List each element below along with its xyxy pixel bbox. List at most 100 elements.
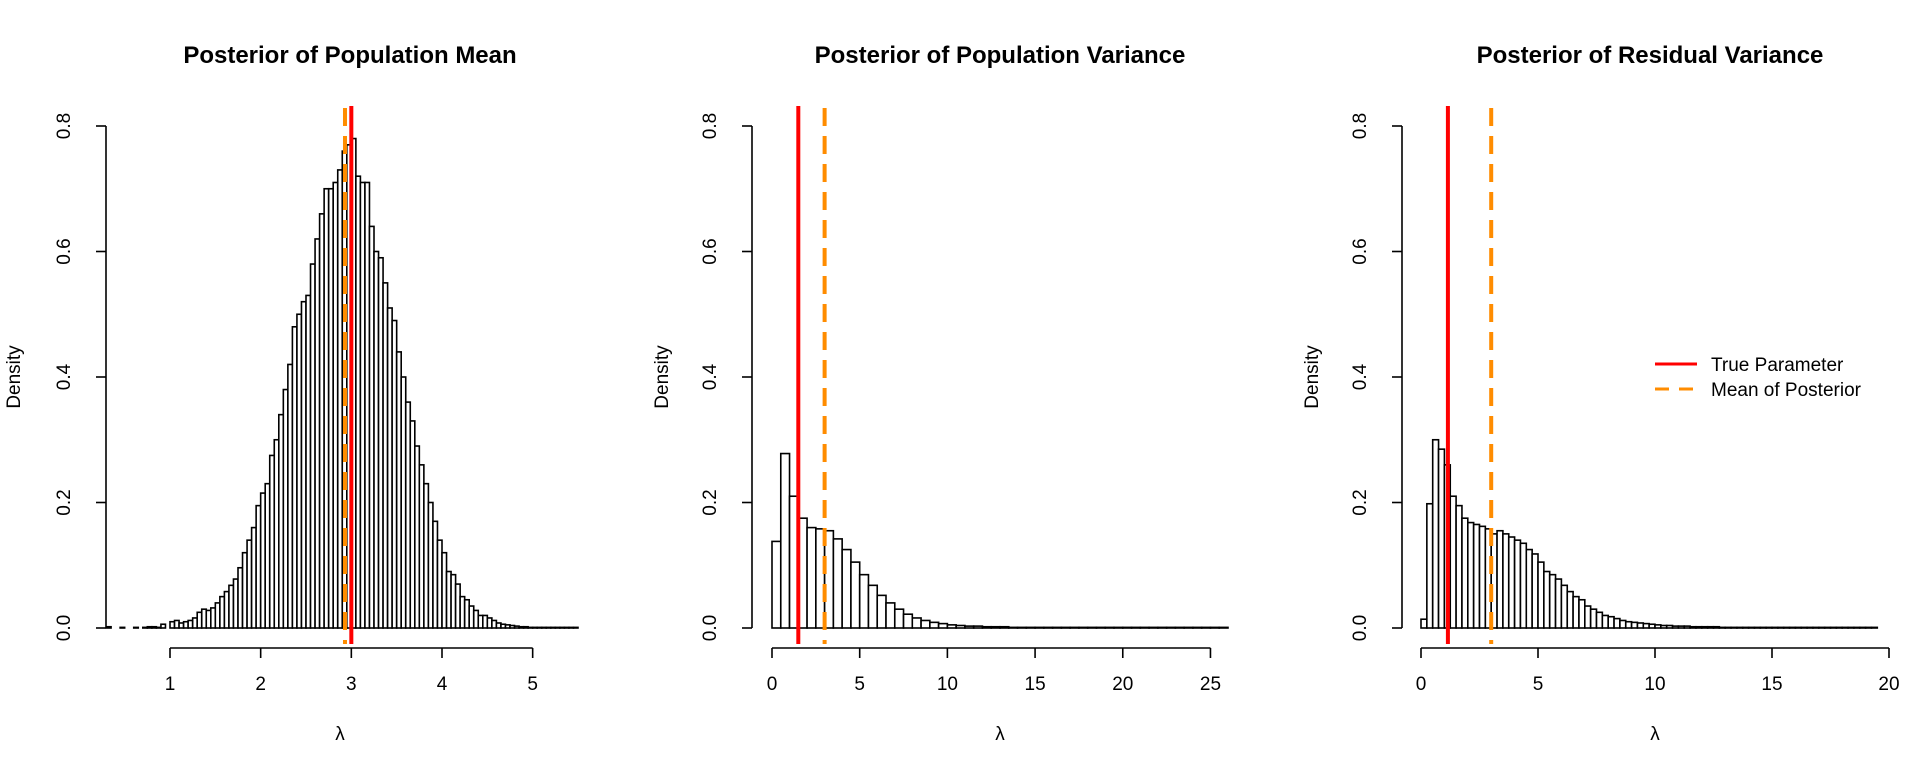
histogram-bar — [1648, 623, 1656, 629]
histogram-bar — [893, 608, 905, 629]
histogram-bar — [999, 625, 1010, 629]
histogram-bar — [1788, 626, 1797, 629]
histogram-bar — [1572, 595, 1580, 629]
y-tick-label: 0.0 — [1350, 615, 1371, 641]
histogram-bar — [964, 625, 975, 629]
x-axis-label: λ — [335, 724, 345, 745]
histogram-bar — [1864, 626, 1873, 629]
histogram-bar — [902, 613, 914, 629]
histogram-bar — [1812, 626, 1820, 629]
histogram-bar — [1642, 622, 1650, 629]
histogram-bar — [1806, 626, 1814, 629]
histogram-bar — [1502, 533, 1510, 629]
histogram-bar — [1847, 626, 1855, 629]
histogram-bar — [1043, 626, 1054, 629]
y-tick-label: 0.6 — [1350, 238, 1371, 264]
legend-label-true: True Parameter — [1711, 355, 1844, 376]
histogram-bar — [1584, 605, 1592, 629]
histogram-bar — [1619, 619, 1627, 629]
histogram-bar — [1034, 626, 1045, 629]
chart-title: Posterior of Residual Variance — [1477, 42, 1824, 69]
x-tick-label: 0 — [1416, 674, 1427, 695]
histogram-bar — [1507, 536, 1516, 629]
x-tick-label: 25 — [1200, 674, 1221, 695]
x-tick-label: 10 — [1644, 674, 1665, 695]
histogram-bar — [1712, 625, 1721, 629]
histogram-bar — [1016, 626, 1028, 629]
histogram-bar — [1437, 448, 1446, 629]
y-tick-label: 0.2 — [700, 489, 721, 515]
chart-panel-3: Posterior of Residual Variance 0 5 10 15 20 0.… — [1302, 42, 1900, 745]
y-axis-label: Density — [652, 345, 673, 409]
chart-panel-1: Posterior of Population Mean 1 2 3 4 5 0.0 0.2 0… — [4, 42, 579, 745]
histogram-bar — [1095, 626, 1107, 629]
histogram-bar — [1613, 617, 1621, 629]
histogram-bar — [1654, 624, 1662, 629]
histogram-bar — [1069, 626, 1080, 629]
histogram-bar — [1472, 523, 1481, 629]
histogram-bar — [1683, 625, 1691, 629]
histogram-bar — [771, 540, 782, 629]
histogram-bar — [1496, 529, 1504, 629]
y-axis-label: Density — [1302, 345, 1323, 409]
y-tick-label: 0.8 — [54, 113, 75, 139]
histogram-bar — [929, 621, 940, 629]
histogram-bar — [1554, 578, 1563, 629]
histogram-bar — [1636, 622, 1645, 629]
histogram-bar — [1139, 626, 1150, 629]
x-tick-label: 0 — [767, 674, 778, 695]
histogram-bar — [1165, 626, 1177, 629]
histogram-bar — [1701, 625, 1709, 629]
x-tick-label: 2 — [255, 674, 266, 695]
chart-title: Posterior of Population Mean — [183, 42, 516, 69]
histogram-bar — [1747, 626, 1756, 629]
histogram-bar — [1157, 626, 1168, 629]
histogram-bar — [1431, 438, 1440, 629]
x-tick-label: 4 — [437, 674, 448, 695]
histogram-bar — [160, 623, 167, 629]
histogram-bar — [1782, 626, 1791, 629]
histogram-bar — [779, 452, 791, 629]
histogram-bar — [132, 626, 140, 629]
histogram-bar — [1455, 504, 1463, 629]
histogram-bar — [1607, 615, 1615, 629]
x-tick-label: 15 — [1761, 674, 1782, 695]
histogram-bar — [955, 624, 966, 629]
histogram-bar — [1765, 626, 1773, 629]
x-tick-label: 5 — [527, 674, 538, 695]
histogram-bar — [572, 626, 579, 629]
x-tick-label: 10 — [937, 674, 958, 695]
histogram-bar — [1601, 614, 1609, 629]
y-tick-label: 0.2 — [54, 489, 75, 515]
histogram-bar — [1543, 570, 1551, 629]
histogram-bar — [1730, 626, 1738, 629]
histogram-bar — [1478, 525, 1487, 629]
y-tick-label: 0.0 — [54, 615, 75, 641]
legend: True Parameter Mean of Posterior — [1655, 355, 1862, 401]
histogram-bar — [1560, 584, 1569, 629]
histogram-bar — [1531, 553, 1539, 629]
histogram-bar — [1200, 626, 1212, 629]
histogram-bar — [1695, 625, 1703, 629]
histogram-bar — [1823, 626, 1832, 629]
chart-title: Posterior of Population Variance — [815, 42, 1186, 69]
histogram-bars — [1420, 438, 1879, 629]
histogram-bar — [1671, 625, 1680, 629]
histogram-bar — [1513, 539, 1522, 629]
y-tick-label: 0.6 — [54, 238, 75, 264]
histogram-bar — [1794, 626, 1803, 629]
histogram-bar — [1566, 590, 1574, 629]
x-tick-label: 15 — [1025, 674, 1046, 695]
histogram-bars — [771, 452, 1229, 629]
histogram-bar — [105, 625, 112, 629]
histogram-bar — [1829, 626, 1838, 629]
histogram-bar — [1777, 626, 1785, 629]
histogram-bar — [1461, 517, 1469, 629]
y-tick-label: 0.4 — [1350, 363, 1371, 390]
histogram-bar — [1718, 626, 1726, 629]
histogram-bar — [1771, 626, 1779, 629]
x-tick-label: 5 — [854, 674, 865, 695]
x-tick-label: 20 — [1878, 674, 1899, 695]
y-tick-label: 0.8 — [1350, 113, 1371, 139]
histogram-bar — [1858, 626, 1867, 629]
